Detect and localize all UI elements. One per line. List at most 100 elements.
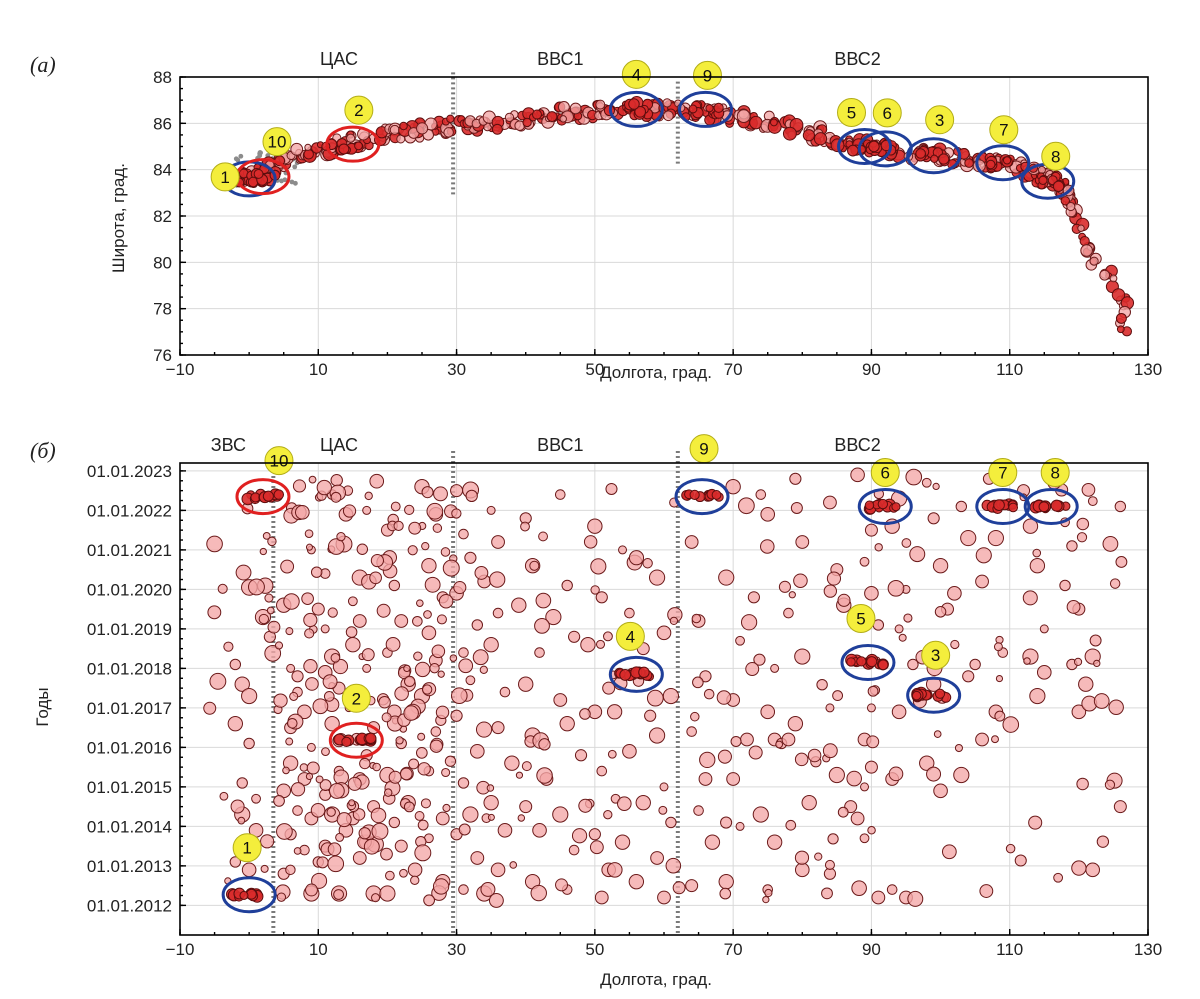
scatter-point xyxy=(369,571,382,585)
cluster-6-badge xyxy=(870,457,900,487)
scatter-point xyxy=(347,596,358,607)
scatter-point xyxy=(703,688,715,700)
panel-b-x-axis-title: Долгота, град. xyxy=(600,970,712,989)
scatter-point xyxy=(752,806,769,823)
cluster-8-badge xyxy=(1041,141,1071,171)
scatter-point xyxy=(394,686,409,701)
scatter-point xyxy=(243,737,255,750)
x-tick-label: 10 xyxy=(309,940,328,959)
scatter-point xyxy=(458,823,471,836)
scatter-point xyxy=(404,504,415,516)
scatter-point xyxy=(607,862,623,878)
scatter-point xyxy=(628,873,645,890)
y-tick-label: 01.01.2022 xyxy=(87,501,172,520)
scatter-point xyxy=(1102,536,1119,552)
scatter-point xyxy=(866,735,880,749)
scatter-point xyxy=(801,794,817,811)
scatter-point xyxy=(276,892,287,902)
scatter-point xyxy=(915,148,926,159)
panel-a-label: (a) xyxy=(30,52,56,77)
scatter-point xyxy=(578,798,593,813)
scatter-point xyxy=(648,569,666,586)
scatter-point xyxy=(522,117,532,128)
scatter-point xyxy=(227,715,244,732)
y-tick-label: 01.01.2012 xyxy=(87,896,172,915)
scatter-point xyxy=(446,114,455,123)
y-tick-label: 01.01.2019 xyxy=(87,620,172,639)
scatter-point xyxy=(407,862,423,878)
scatter-point xyxy=(412,615,423,627)
scatter-point xyxy=(457,777,470,789)
scatter-point xyxy=(521,761,532,772)
scatter-point xyxy=(590,558,607,575)
scatter-point xyxy=(359,757,371,770)
scatter-point xyxy=(561,579,573,592)
scatter-point xyxy=(538,531,548,542)
scatter-point xyxy=(410,875,420,886)
scatter-point xyxy=(304,529,314,538)
scatter-point xyxy=(826,571,842,586)
scatter-point xyxy=(486,505,496,515)
scatter-point xyxy=(866,703,876,713)
scatter-point xyxy=(383,788,393,797)
scatter-point xyxy=(332,658,349,675)
scatter-point xyxy=(932,557,949,574)
scatter-point xyxy=(538,738,551,751)
scatter-point xyxy=(753,653,766,666)
scatter-point xyxy=(408,521,422,535)
cluster-4-ring xyxy=(608,90,664,128)
scatter-point xyxy=(650,851,664,865)
y-tick-label: 80 xyxy=(153,253,172,272)
scatter-point xyxy=(470,851,485,865)
scatter-point xyxy=(555,878,569,892)
scatter-point xyxy=(276,823,293,840)
scatter-point xyxy=(292,805,303,816)
scatter-point xyxy=(274,641,284,650)
scatter-point xyxy=(1028,815,1043,830)
scatter-point xyxy=(209,672,227,690)
scatter-point xyxy=(689,489,700,500)
scatter-point xyxy=(320,624,330,634)
scatter-point xyxy=(588,828,601,841)
scatter-point xyxy=(964,158,974,168)
scatter-point xyxy=(451,687,468,705)
scatter-point xyxy=(794,648,811,665)
scatter-point xyxy=(1023,657,1031,665)
scatter-point xyxy=(487,813,495,821)
scatter-point xyxy=(286,717,298,729)
scatter-point xyxy=(361,648,375,662)
scatter-point xyxy=(388,770,402,784)
scatter-point xyxy=(642,558,653,569)
scatter-point xyxy=(219,791,229,801)
scatter-point xyxy=(480,881,496,897)
scatter-point xyxy=(1077,224,1085,232)
scatter-point xyxy=(497,823,513,838)
cluster-4-badge-label: 4 xyxy=(632,65,641,84)
scatter-point xyxy=(356,543,369,555)
cluster-7-badge xyxy=(989,115,1019,145)
scatter-point xyxy=(905,468,923,486)
x-tick-label: −10 xyxy=(166,360,195,379)
scatter-point xyxy=(239,890,249,900)
scatter-point xyxy=(370,553,384,568)
scatter-point xyxy=(442,559,460,577)
scatter-point xyxy=(901,538,912,548)
scatter-point xyxy=(230,799,245,814)
scatter-point xyxy=(403,664,411,673)
scatter-point xyxy=(429,662,440,674)
scatter-point xyxy=(248,578,265,596)
scatter-point xyxy=(486,784,495,792)
scatter-point xyxy=(289,691,299,701)
scatter-point xyxy=(421,557,437,574)
scatter-point xyxy=(424,576,441,593)
scatter-point xyxy=(760,704,776,720)
scatter-point xyxy=(362,505,372,515)
cluster-9-badge-label: 9 xyxy=(699,440,708,459)
scatter-point xyxy=(898,633,907,642)
scatter-point xyxy=(327,842,342,857)
x-tick-label: 50 xyxy=(585,360,604,379)
scatter-point xyxy=(1073,657,1083,666)
scatter-point xyxy=(684,535,699,549)
scatter-point xyxy=(324,715,340,732)
scatter-point xyxy=(933,783,948,799)
